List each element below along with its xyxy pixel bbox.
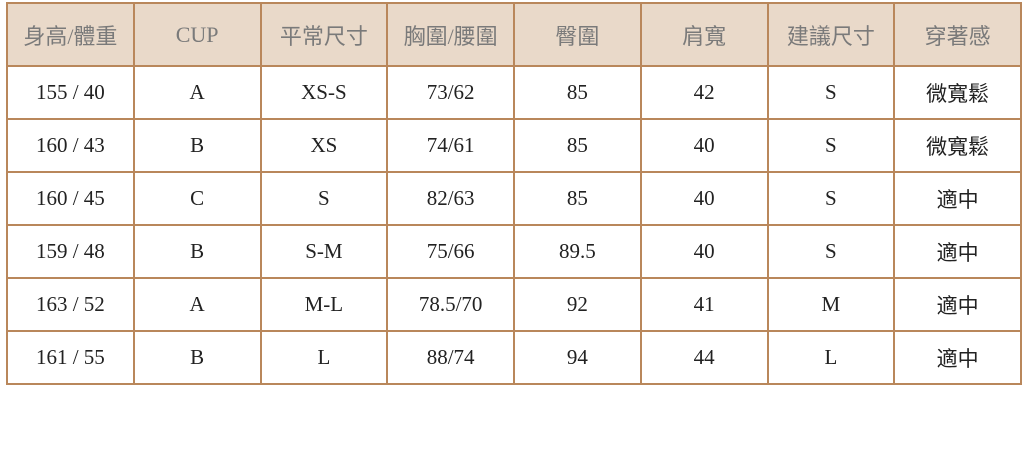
table-row: 160 / 43 B XS 74/61 85 40 S 微寬鬆	[6, 118, 1022, 173]
table-cell: 40	[639, 171, 769, 226]
table-cell: M	[766, 277, 896, 332]
table-cell: 92	[513, 277, 642, 332]
column-header: 肩寬	[639, 2, 769, 67]
table-cell: L	[766, 330, 896, 385]
table-cell: 40	[639, 118, 769, 173]
column-header: 建議尺寸	[766, 2, 896, 67]
table-cell: 85	[513, 171, 642, 226]
table-row: 161 / 55 B L 88/74 94 44 L 適中	[6, 330, 1022, 385]
table-cell: 161 / 55	[6, 330, 135, 385]
table-cell: 78.5/70	[386, 277, 515, 332]
table-cell: 73/62	[386, 65, 515, 120]
table-cell: 85	[513, 118, 642, 173]
table-cell: B	[132, 330, 262, 385]
table-cell: 41	[639, 277, 769, 332]
table-cell: XS	[259, 118, 389, 173]
table-cell: L	[259, 330, 389, 385]
table-row: 163 / 52 A M-L 78.5/70 92 41 M 適中	[6, 277, 1022, 332]
column-header: CUP	[132, 2, 262, 67]
column-header: 臀圍	[513, 2, 642, 67]
table-cell: 44	[639, 330, 769, 385]
table-cell: 適中	[893, 171, 1022, 226]
table-cell: 40	[639, 224, 769, 279]
table-cell: A	[132, 277, 262, 332]
table-cell: 160 / 45	[6, 171, 135, 226]
table-row: 160 / 45 C S 82/63 85 40 S 適中	[6, 171, 1022, 226]
column-header: 胸圍/腰圍	[386, 2, 515, 67]
table-cell: 85	[513, 65, 642, 120]
table-cell: 160 / 43	[6, 118, 135, 173]
table-cell: 適中	[893, 330, 1022, 385]
table-cell: 155 / 40	[6, 65, 135, 120]
table-cell: 適中	[893, 277, 1022, 332]
table-cell: S	[766, 65, 896, 120]
table-cell: 74/61	[386, 118, 515, 173]
table-cell: A	[132, 65, 262, 120]
table-cell: 適中	[893, 224, 1022, 279]
table-cell: 82/63	[386, 171, 515, 226]
header-row: 身高/體重 CUP 平常尺寸 胸圍/腰圍 臀圍 肩寬 建議尺寸 穿著感	[6, 2, 1022, 67]
column-header: 平常尺寸	[259, 2, 389, 67]
table-cell: 163 / 52	[6, 277, 135, 332]
table-cell: S	[766, 224, 896, 279]
table-cell: 微寬鬆	[893, 118, 1022, 173]
table-cell: 159 / 48	[6, 224, 135, 279]
table-cell: S	[766, 171, 896, 226]
table-cell: B	[132, 224, 262, 279]
table-cell: S-M	[259, 224, 389, 279]
table-cell: S	[766, 118, 896, 173]
table-cell: 75/66	[386, 224, 515, 279]
table-cell: 94	[513, 330, 642, 385]
table-cell: 微寬鬆	[893, 65, 1022, 120]
table-row: 159 / 48 B S-M 75/66 89.5 40 S 適中	[6, 224, 1022, 279]
table-cell: S	[259, 171, 389, 226]
table-cell: C	[132, 171, 262, 226]
table-cell: 42	[639, 65, 769, 120]
column-header: 穿著感	[893, 2, 1022, 67]
table-cell: B	[132, 118, 262, 173]
table-cell: XS-S	[259, 65, 389, 120]
table-cell: 89.5	[513, 224, 642, 279]
table-cell: M-L	[259, 277, 389, 332]
size-chart-table: 身高/體重 CUP 平常尺寸 胸圍/腰圍 臀圍 肩寬 建議尺寸 穿著感 155 / 40 A XS…	[6, 2, 1022, 385]
table-cell: 88/74	[386, 330, 515, 385]
column-header: 身高/體重	[6, 2, 135, 67]
table-row: 155 / 40 A XS-S 73/62 85 42 S 微寬鬆	[6, 65, 1022, 120]
